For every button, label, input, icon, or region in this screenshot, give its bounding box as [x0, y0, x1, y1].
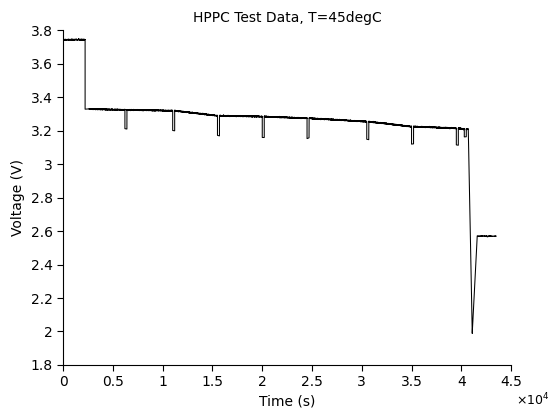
- Y-axis label: Voltage (V): Voltage (V): [11, 159, 25, 236]
- Title: HPPC Test Data, T=45degC: HPPC Test Data, T=45degC: [193, 11, 381, 25]
- X-axis label: Time (s): Time (s): [259, 395, 315, 409]
- Text: $\times10^4$: $\times10^4$: [516, 392, 549, 408]
